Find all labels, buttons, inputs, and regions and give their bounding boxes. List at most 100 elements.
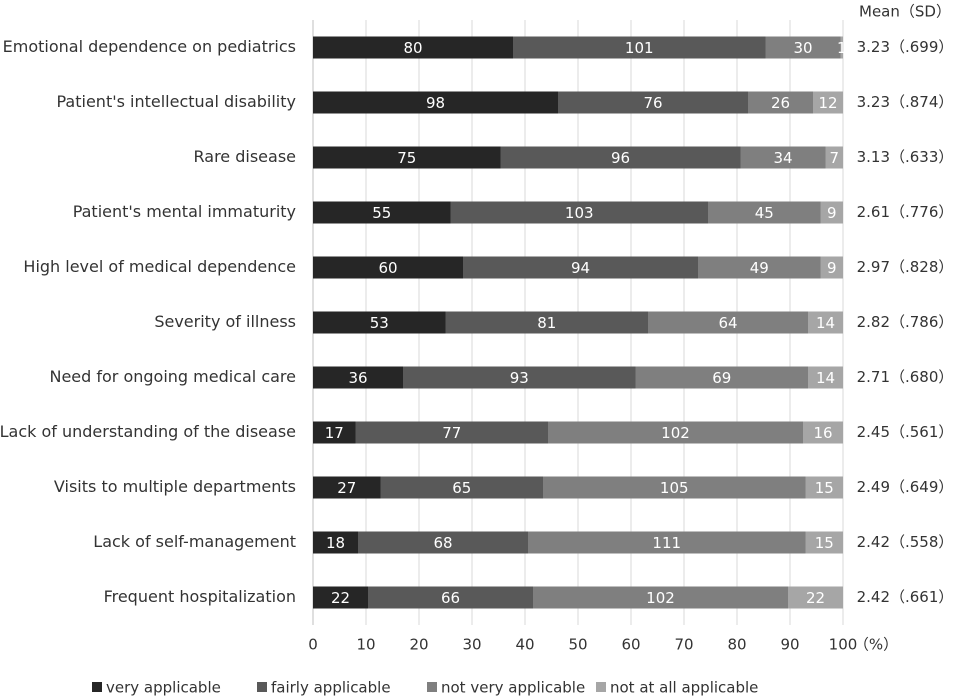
data-label: 7 <box>829 149 839 167</box>
category-label: Rare disease <box>194 147 297 166</box>
bar-segment <box>825 146 843 169</box>
legend-swatch <box>92 682 102 692</box>
x-tick-label: 90 <box>780 636 799 654</box>
data-label: 9 <box>827 259 837 277</box>
data-label: 65 <box>452 479 471 497</box>
bar-segment <box>313 256 463 279</box>
bar-segment <box>708 201 821 224</box>
bar-segment <box>820 201 843 224</box>
category-label: Patient's mental immaturity <box>73 202 296 221</box>
data-label: 102 <box>646 589 675 607</box>
data-label: 27 <box>337 479 356 497</box>
data-label: 68 <box>433 534 452 552</box>
category-label: Need for ongoing medical care <box>49 367 296 386</box>
category-label: Lack of understanding of the disease <box>0 422 296 441</box>
category-label: Emotional dependence on pediatrics <box>3 37 296 56</box>
x-tick-label: 0 <box>308 636 318 654</box>
bar-segment <box>313 366 403 389</box>
legend-swatch <box>596 682 606 692</box>
bar-segment <box>313 36 513 59</box>
data-label: 96 <box>611 149 630 167</box>
data-label: 76 <box>643 94 662 112</box>
bar-segment <box>558 91 748 114</box>
bar-segment <box>805 476 843 499</box>
side-value: 2.71（.680） <box>857 368 954 386</box>
data-label: 105 <box>660 479 689 497</box>
x-tick-label: 50 <box>568 636 587 654</box>
data-label: 16 <box>813 424 832 442</box>
data-label: 26 <box>771 94 790 112</box>
bar-segment <box>368 586 533 609</box>
bar-segment <box>808 311 843 334</box>
bar-segment <box>803 421 843 444</box>
legend-swatch <box>257 682 267 692</box>
x-tick-label: 30 <box>462 636 481 654</box>
bar-segment <box>748 91 813 114</box>
legend-label: very applicable <box>106 679 221 697</box>
data-label: 69 <box>712 369 731 387</box>
data-label: 80 <box>403 39 422 57</box>
bar-segment <box>808 366 843 389</box>
data-label: 22 <box>806 589 825 607</box>
bar-segment <box>805 531 843 554</box>
side-value: 2.49（.649） <box>857 478 954 496</box>
data-label: 60 <box>378 259 397 277</box>
x-tick-label: 70 <box>674 636 693 654</box>
x-tick-label: 60 <box>621 636 640 654</box>
data-label: 64 <box>718 314 737 332</box>
data-label: 49 <box>750 259 769 277</box>
data-label: 101 <box>625 39 654 57</box>
bar-segment <box>698 256 821 279</box>
bar-segment <box>358 531 528 554</box>
bar-segment <box>533 586 788 609</box>
bar-segment <box>765 36 841 59</box>
x-tick-label: 80 <box>727 636 746 654</box>
bar-segment <box>313 531 358 554</box>
data-label: 14 <box>816 369 835 387</box>
data-label: 15 <box>815 479 834 497</box>
bar-segment <box>313 311 446 334</box>
data-label: 22 <box>331 589 350 607</box>
data-label: 45 <box>755 204 774 222</box>
bar-segment <box>313 201 451 224</box>
x-tick-label: 40 <box>515 636 534 654</box>
bar-segment <box>528 531 806 554</box>
data-label: 98 <box>426 94 445 112</box>
bar-segment <box>740 146 826 169</box>
data-label: 15 <box>815 534 834 552</box>
side-value: 2.61（.776） <box>857 203 954 221</box>
x-tick-label: 100 <box>829 636 858 654</box>
category-label: Lack of self-management <box>93 532 296 551</box>
side-value: 3.23（.874） <box>857 93 954 111</box>
bar-segment <box>463 256 698 279</box>
bar-segment <box>813 91 843 114</box>
category-label: Visits to multiple departments <box>54 477 296 496</box>
legend-label: not very applicable <box>441 679 585 697</box>
data-label: 94 <box>571 259 590 277</box>
bar-segment <box>313 421 356 444</box>
data-label: 1 <box>837 39 847 57</box>
category-label: Frequent hospitalization <box>104 587 296 606</box>
data-label: 102 <box>661 424 690 442</box>
category-label: Severity of illness <box>154 312 296 331</box>
x-tick-label: 10 <box>356 636 375 654</box>
bar-segment <box>380 476 543 499</box>
bar-segment <box>313 91 558 114</box>
side-value: 2.82（.786） <box>857 313 954 331</box>
data-label: 12 <box>818 94 837 112</box>
data-label: 18 <box>326 534 345 552</box>
bar-segment <box>355 421 548 444</box>
data-label: 14 <box>816 314 835 332</box>
data-label: 53 <box>370 314 389 332</box>
bar-segment <box>820 256 843 279</box>
data-label: 55 <box>372 204 391 222</box>
data-label: 111 <box>652 534 681 552</box>
bar-segment <box>313 146 501 169</box>
bar-segment <box>648 311 808 334</box>
bar-segment <box>548 421 803 444</box>
category-label: High level of medical dependence <box>23 257 296 276</box>
data-label: 66 <box>441 589 460 607</box>
legend-swatch <box>427 682 437 692</box>
bar-segment <box>500 146 741 169</box>
data-label: 77 <box>442 424 461 442</box>
